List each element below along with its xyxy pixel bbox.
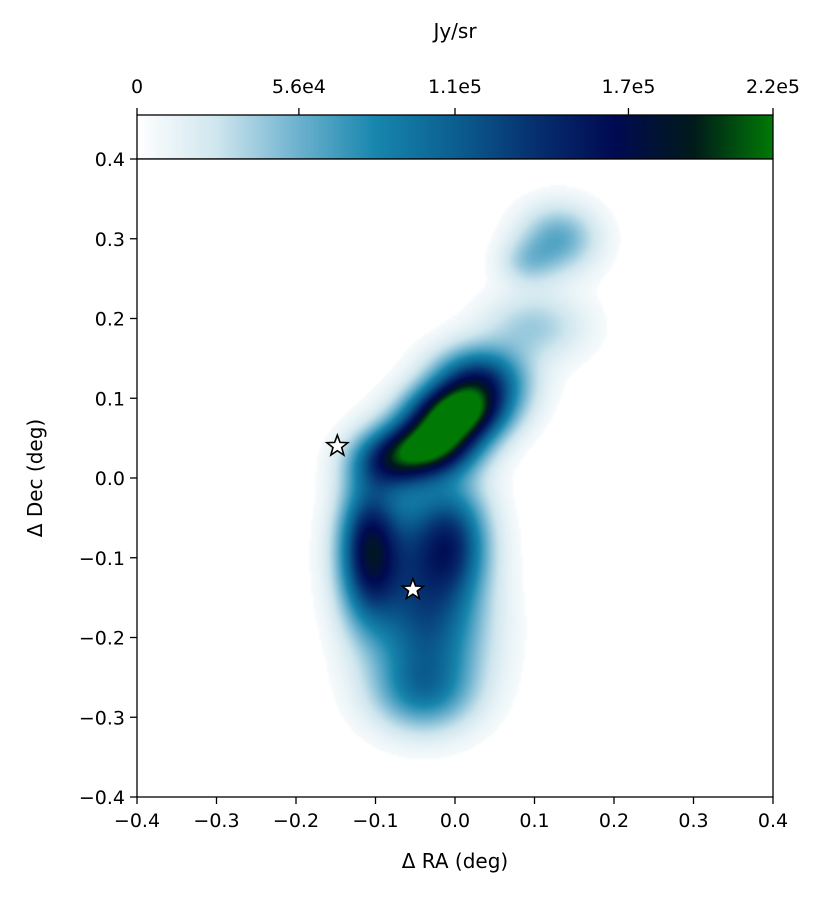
y-tick-label: −0.4: [79, 787, 125, 809]
x-tick-label: 0.0: [440, 810, 470, 832]
y-tick-label: 0.2: [95, 309, 125, 331]
y-tick-label: 0.4: [95, 149, 125, 171]
colorbar-tick-label: 1.1e5: [428, 76, 482, 98]
y-tick-label: −0.2: [79, 628, 125, 650]
star-marker-south: [400, 576, 426, 601]
x-tick-label: −0.4: [114, 810, 160, 832]
x-axis-ticks: −0.4 −0.3 −0.2 −0.1 0.0 0.1 0.2 0.3 0.4: [114, 797, 788, 832]
colorbar-tick-label: 1.7e5: [601, 76, 655, 98]
x-tick-label: −0.2: [273, 810, 319, 832]
x-tick-label: 0.2: [599, 810, 629, 832]
colorbar-ticks: 0 5.6e4 1.1e5 1.7e5 2.2e5: [131, 76, 800, 115]
y-axis-ticks: 0.4 0.3 0.2 0.1 0.0 −0.1 −0.2 −0.3 −0.4: [79, 149, 137, 809]
y-tick-label: 0.1: [95, 388, 125, 410]
x-axis-label: Δ RA (deg): [402, 849, 508, 873]
colorbar-label: Jy/sr: [431, 19, 477, 43]
colorbar-tick-label: 2.2e5: [746, 76, 800, 98]
colorbar-tick-label: 5.6e4: [272, 76, 326, 98]
y-tick-label: −0.1: [79, 548, 125, 570]
x-tick-label: 0.4: [758, 810, 788, 832]
y-tick-label: 0.0: [95, 468, 125, 490]
y-tick-label: −0.3: [79, 707, 125, 729]
colorbar: Jy/sr 0 5.6e4 1.1e5 1.7e5 2.2e5: [131, 19, 800, 160]
x-tick-label: 0.3: [678, 810, 708, 832]
x-tick-label: −0.3: [193, 810, 239, 832]
plot-area: [136, 158, 774, 798]
y-axis-label: Δ Dec (deg): [23, 419, 47, 537]
colorbar-tick-label: 0: [131, 76, 143, 98]
colorbar-bar: [136, 114, 774, 160]
emission-heatmap: [137, 159, 773, 797]
star-markers: [324, 432, 426, 601]
x-tick-label: 0.1: [519, 810, 549, 832]
y-tick-label: 0.3: [95, 229, 125, 251]
x-tick-label: −0.1: [352, 810, 398, 832]
star-marker-north: [324, 432, 350, 457]
